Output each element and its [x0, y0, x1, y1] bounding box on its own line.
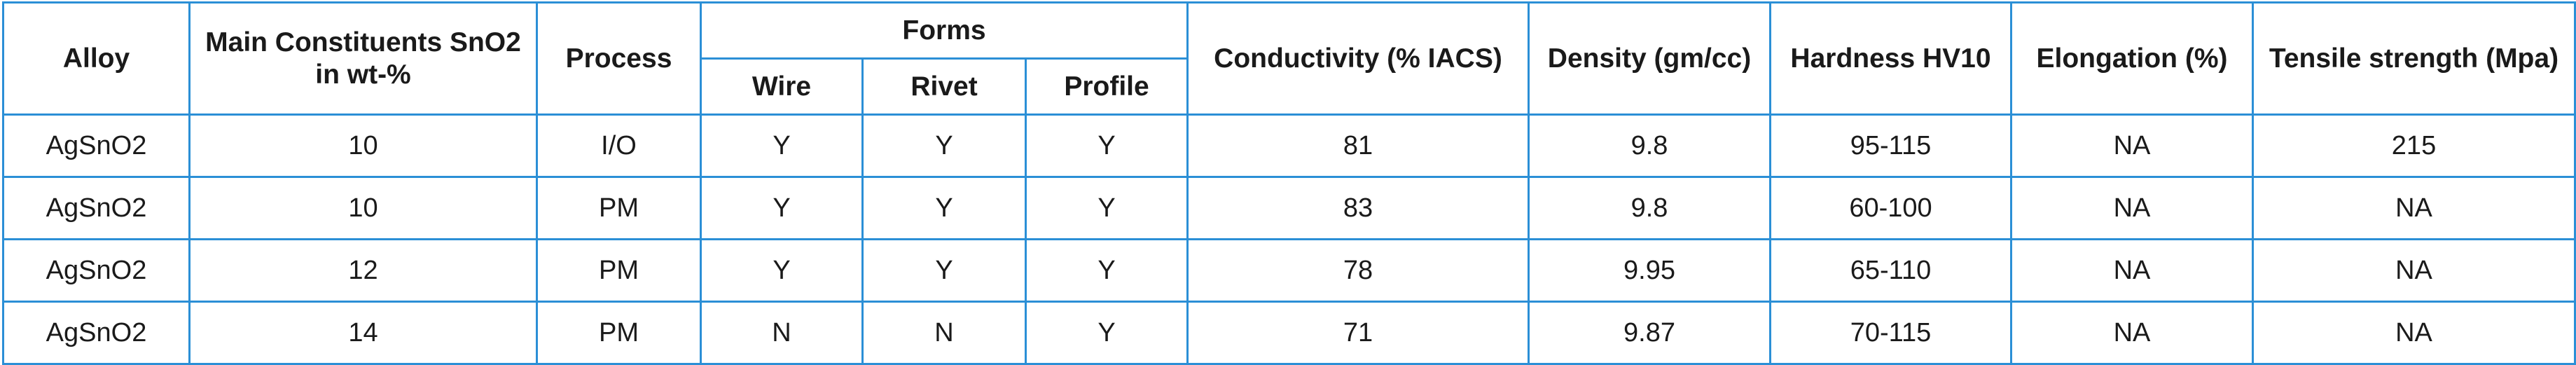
- header-row-forms: Wire Rivet Profile: [4, 57, 2575, 116]
- cell-constituents: 10: [188, 113, 538, 178]
- header-hardness: Hardness HV10: [1769, 1, 2012, 116]
- header-forms: Forms: [700, 1, 1189, 60]
- header-wire: Wire: [700, 57, 864, 116]
- cell-hardness: 70-115: [1769, 301, 2012, 365]
- cell-profile: Y: [1025, 238, 1189, 303]
- cell-density: 9.87: [1528, 301, 1771, 365]
- header-rivet: Rivet: [861, 57, 1027, 116]
- cell-constituents: 12: [188, 238, 538, 303]
- cell-wire: Y: [700, 176, 864, 240]
- cell-density: 9.95: [1528, 238, 1771, 303]
- header-alloy: Alloy: [2, 1, 191, 116]
- cell-conductivity: 83: [1186, 176, 1530, 240]
- cell-process: PM: [536, 176, 702, 240]
- cell-density: 9.8: [1528, 176, 1771, 240]
- cell-hardness: 95-115: [1769, 113, 2012, 178]
- cell-profile: Y: [1025, 113, 1189, 178]
- cell-constituents: 14: [188, 301, 538, 365]
- cell-tensile-strength: NA: [2252, 238, 2576, 303]
- header-main-constituents: Main Constituents SnO2 in wt-%: [188, 1, 538, 116]
- header-profile: Profile: [1025, 57, 1189, 116]
- cell-tensile-strength: NA: [2252, 176, 2576, 240]
- table-row: AgSnO2 14 PM N N Y 71 9.87 70-115 NA NA: [2, 301, 2576, 365]
- cell-rivet: Y: [861, 113, 1027, 178]
- cell-conductivity: 78: [1186, 238, 1530, 303]
- table-row: AgSnO2 12 PM Y Y Y 78 9.95 65-110 NA NA: [2, 238, 2576, 303]
- header-elongation: Elongation (%): [2010, 1, 2254, 116]
- cell-elongation: NA: [2010, 176, 2254, 240]
- cell-density: 9.8: [1528, 113, 1771, 178]
- header-tensile-strength: Tensile strength (Mpa): [2252, 1, 2576, 116]
- cell-conductivity: 71: [1186, 301, 1530, 365]
- cell-rivet: N: [861, 301, 1027, 365]
- cell-elongation: NA: [2010, 113, 2254, 178]
- cell-hardness: 60-100: [1769, 176, 2012, 240]
- cell-elongation: NA: [2010, 301, 2254, 365]
- cell-profile: Y: [1025, 301, 1189, 365]
- cell-wire: Y: [700, 238, 864, 303]
- cell-alloy: AgSnO2: [2, 301, 191, 365]
- cell-elongation: NA: [2010, 238, 2254, 303]
- cell-tensile-strength: 215: [2252, 113, 2576, 178]
- cell-wire: Y: [700, 113, 864, 178]
- cell-rivet: Y: [861, 238, 1027, 303]
- cell-hardness: 65-110: [1769, 238, 2012, 303]
- cell-process: PM: [536, 238, 702, 303]
- cell-profile: Y: [1025, 176, 1189, 240]
- cell-rivet: Y: [861, 176, 1027, 240]
- cell-tensile-strength: NA: [2252, 301, 2576, 365]
- header-conductivity: Conductivity (% IACS): [1186, 1, 1530, 116]
- cell-alloy: AgSnO2: [2, 176, 191, 240]
- cell-alloy: AgSnO2: [2, 113, 191, 178]
- cell-wire: N: [700, 301, 864, 365]
- table-row: AgSnO2 10 PM Y Y Y 83 9.8 60-100 NA NA: [2, 176, 2576, 240]
- table-header: Alloy Main Constituents SnO2 in wt-% Pro…: [2, 1, 2576, 116]
- table-body: AgSnO2 10 I/O Y Y Y 81 9.8 95-115 NA 215…: [2, 113, 2576, 365]
- header-row-top: Alloy Main Constituents SnO2 in wt-% Pro…: [2, 1, 2576, 116]
- cell-alloy: AgSnO2: [2, 238, 191, 303]
- cell-process: I/O: [536, 113, 702, 178]
- table-row: AgSnO2 10 I/O Y Y Y 81 9.8 95-115 NA 215: [2, 113, 2576, 178]
- header-density: Density (gm/cc): [1528, 1, 1771, 116]
- cell-constituents: 10: [188, 176, 538, 240]
- cell-process: PM: [536, 301, 702, 365]
- cell-conductivity: 81: [1186, 113, 1530, 178]
- header-process: Process: [536, 1, 702, 116]
